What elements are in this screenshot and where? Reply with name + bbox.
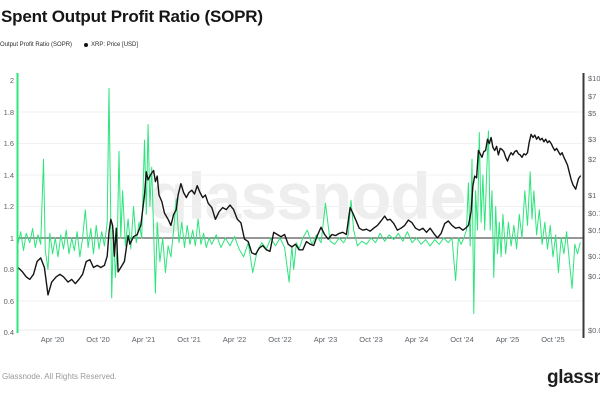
left-axis-tick-label: 0.6	[3, 296, 14, 306]
left-axis-tick-label: 1	[9, 233, 14, 243]
x-axis-tick-label: Apr '21	[131, 335, 156, 344]
x-axis-tick-label: Apr '24	[404, 335, 429, 344]
x-axis-tick-label: Oct '25	[541, 335, 565, 344]
right-axis-tick-label: $7	[588, 91, 597, 101]
price-series-dot-icon	[84, 43, 89, 47]
left-axis-tick-label: 0.4	[3, 328, 14, 337]
legend-item-sopr[interactable]: Output Profit Ratio (SOPR)	[0, 42, 72, 48]
x-axis-tick-label: Oct '23	[359, 335, 383, 344]
right-axis-tick-label: $0.2	[588, 272, 600, 282]
x-axis-tick-label: Apr '23	[313, 335, 338, 344]
x-axis-tick-label: Apr '25	[495, 335, 520, 344]
legend-item-price[interactable]: XRP: Price [USD]	[84, 42, 138, 48]
right-axis-tick-label: $0.7	[588, 208, 600, 218]
left-axis-tick-label: 1.4	[3, 170, 14, 180]
left-axis-tick-label: 1.2	[3, 202, 14, 211]
right-axis-tick-label: $0.3	[588, 251, 600, 261]
x-axis-tick-label: Oct '21	[177, 335, 201, 344]
right-axis-tick-label: $0.5	[588, 225, 600, 235]
x-axis-tick-label: Oct '24	[450, 335, 474, 344]
left-axis-tick-label: 0.8	[3, 265, 14, 274]
sopr-line-series	[17, 87, 581, 315]
legend-label-price: XRP: Price [USD]	[91, 42, 139, 48]
legend-label-sopr: Output Profit Ratio (SOPR)	[0, 42, 73, 48]
chart-legend: Output Profit Ratio (SOPR) XRP: Price [U…	[0, 42, 138, 48]
left-axis-tick-label: 2	[9, 76, 14, 85]
x-axis-tick-label: Oct '22	[268, 335, 292, 344]
right-axis-tick-label: $1	[588, 190, 597, 200]
right-axis-tick-label: $3	[588, 134, 597, 144]
right-axis-tick-label: $2	[588, 155, 597, 165]
price-line-series	[17, 133, 581, 296]
left-axis-tick-label: 1.8	[3, 107, 14, 117]
left-axis-tick-label: 1.6	[3, 139, 14, 148]
right-axis-tick-label: $5	[588, 108, 597, 118]
glassnode-logo: glassnode	[547, 367, 600, 388]
x-axis-tick-label: Apr '20	[40, 335, 65, 344]
right-axis-tick-label: $0.07	[588, 325, 600, 335]
page-title: Spent Output Profit Ratio (SOPR)	[1, 7, 263, 26]
right-axis-tick-label: $10	[588, 73, 600, 83]
copyright-text: Glassnode. All Rights Reserved.	[2, 372, 117, 381]
x-axis-tick-label: Apr '22	[222, 335, 247, 344]
x-axis-tick-label: Oct '20	[86, 335, 110, 344]
